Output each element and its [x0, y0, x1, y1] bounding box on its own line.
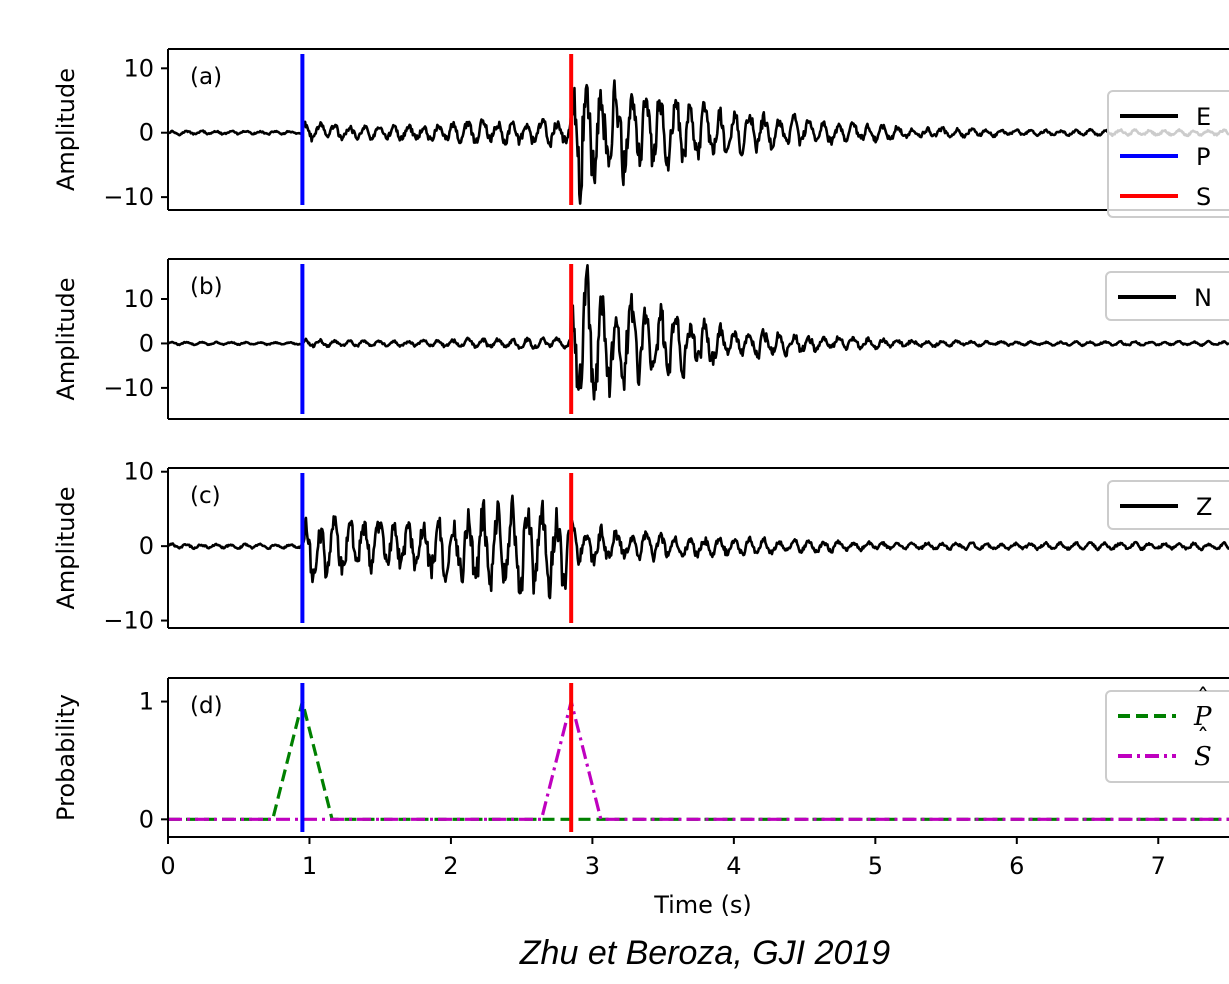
plot-area	[168, 263, 1229, 414]
series-e-line	[168, 79, 1229, 205]
legend: EPS	[1107, 90, 1229, 218]
x-tick-label: 4	[726, 852, 741, 880]
x-axis-label: Time (s)	[653, 891, 752, 919]
panel-1: 10 0 −10 Amplitude (a) EPS	[52, 48, 1229, 218]
y-tick-label: 0	[139, 119, 154, 147]
x-tick-label: 7	[1151, 852, 1166, 880]
y-axis-label: Probability	[52, 694, 80, 821]
series-n-line	[168, 263, 1229, 401]
panel-3: 10 0 −10 Amplitude (c) Z	[52, 458, 1229, 635]
series-p-line	[168, 699, 1229, 821]
legend: Z	[1107, 480, 1229, 530]
y-tick-label: −10	[103, 183, 154, 211]
x-tick-label: 3	[585, 852, 600, 880]
x-tick-label: 5	[868, 852, 883, 880]
legend-label: Z	[1196, 493, 1212, 521]
panel-2: 10 0 −10 Amplitude (b) N	[52, 258, 1229, 420]
y-tick-label: −10	[103, 374, 154, 402]
panel-label: (d)	[190, 693, 223, 719]
y-tick-label: 0	[139, 329, 154, 357]
figure-caption: Zhu et Beroza, GJI 2019	[519, 934, 891, 972]
legend-label: S	[1196, 183, 1211, 211]
legend-label: E	[1196, 103, 1211, 131]
y-tick-label: 10	[123, 54, 154, 82]
y-tick-label: −10	[103, 607, 154, 635]
y-tick-label: 1	[139, 688, 154, 716]
legend-label: P	[1193, 702, 1212, 732]
y-axis-label: Amplitude	[52, 487, 80, 610]
y-tick-label: 10	[123, 285, 154, 313]
y-tick-label: 0	[139, 532, 154, 560]
legend-hat: ˆ	[1197, 684, 1209, 712]
series-z-line	[168, 494, 1229, 600]
y-axis-label: Amplitude	[52, 278, 80, 401]
y-tick-label: 0	[139, 805, 154, 833]
x-tick-label: 1	[302, 852, 317, 880]
legend: N	[1105, 271, 1229, 321]
plot-area	[168, 473, 1229, 623]
legend-hat: ˆ	[1197, 724, 1209, 752]
x-tick-label: 6	[1009, 852, 1024, 880]
y-tick-label: 10	[123, 458, 154, 486]
plot-area	[168, 683, 1229, 832]
x-tick-label: 2	[443, 852, 458, 880]
legend-box	[1105, 690, 1229, 783]
x-tick-label: 0	[160, 852, 175, 880]
plot-area	[168, 54, 1229, 205]
panel-label: (b)	[190, 274, 223, 300]
panel-label: (a)	[190, 64, 222, 90]
legend-label: S	[1194, 742, 1212, 772]
y-axis-label: Amplitude	[52, 68, 80, 191]
panel-label: (c)	[190, 483, 221, 509]
legend-label: N	[1194, 284, 1212, 312]
legend-label: P	[1196, 143, 1210, 171]
